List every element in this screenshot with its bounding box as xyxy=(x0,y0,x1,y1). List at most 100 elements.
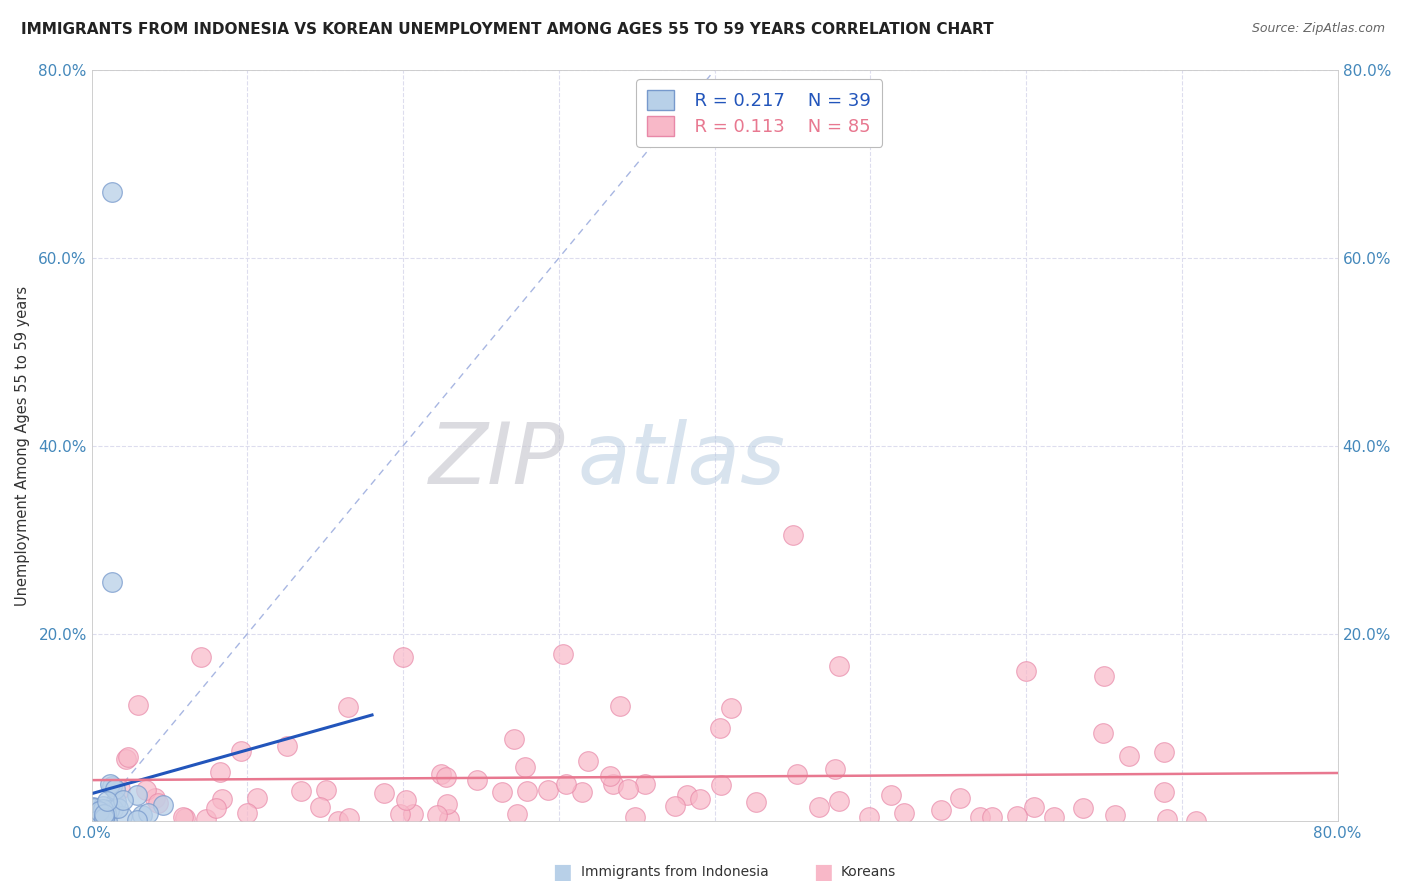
Point xyxy=(689,792,711,806)
Point xyxy=(602,777,624,791)
Point xyxy=(127,698,149,713)
Text: ■: ■ xyxy=(813,863,832,882)
Point xyxy=(82,800,104,814)
Point xyxy=(931,803,953,817)
Point xyxy=(131,808,153,822)
Point xyxy=(96,814,118,829)
Point xyxy=(96,794,118,808)
Point xyxy=(125,814,148,828)
Point xyxy=(86,807,108,822)
Text: ■: ■ xyxy=(553,863,572,882)
Point xyxy=(337,700,360,714)
Point xyxy=(235,805,257,820)
Point xyxy=(146,796,169,810)
Point xyxy=(104,794,127,808)
Text: ZIP: ZIP xyxy=(429,419,565,502)
Point xyxy=(125,788,148,802)
Point xyxy=(1005,809,1028,823)
Point xyxy=(782,528,804,542)
Point xyxy=(94,810,117,824)
Point xyxy=(389,807,412,822)
Point xyxy=(858,810,880,824)
Point xyxy=(172,810,194,824)
Point xyxy=(101,185,124,199)
Point xyxy=(93,810,115,824)
Point xyxy=(104,781,127,796)
Point xyxy=(786,767,808,781)
Point xyxy=(107,801,129,815)
Y-axis label: Unemployment Among Ages 55 to 59 years: Unemployment Among Ages 55 to 59 years xyxy=(15,285,30,606)
Point xyxy=(91,799,114,814)
Point xyxy=(893,806,915,821)
Point xyxy=(503,731,526,746)
Point xyxy=(89,805,111,819)
Point xyxy=(664,799,686,814)
Point xyxy=(617,782,640,797)
Point xyxy=(83,800,105,814)
Point xyxy=(624,810,647,824)
Point xyxy=(194,812,217,826)
Point xyxy=(1156,812,1178,826)
Point xyxy=(426,808,449,822)
Point xyxy=(82,808,104,822)
Point xyxy=(571,785,593,799)
Point xyxy=(205,800,228,814)
Point xyxy=(93,812,115,826)
Point xyxy=(93,807,115,822)
Point xyxy=(437,812,460,826)
Point xyxy=(211,791,233,805)
Point xyxy=(709,779,731,793)
Point xyxy=(82,811,104,825)
Point xyxy=(93,801,115,815)
Point xyxy=(827,794,849,808)
Point xyxy=(515,759,537,773)
Point xyxy=(276,739,298,753)
Point xyxy=(436,797,458,811)
Text: IMMIGRANTS FROM INDONESIA VS KOREAN UNEMPLOYMENT AMONG AGES 55 TO 59 YEARS CORRE: IMMIGRANTS FROM INDONESIA VS KOREAN UNEM… xyxy=(21,22,994,37)
Point xyxy=(1091,726,1114,740)
Point xyxy=(86,808,108,822)
Text: Source: ZipAtlas.com: Source: ZipAtlas.com xyxy=(1251,22,1385,36)
Point xyxy=(1104,807,1126,822)
Point xyxy=(434,770,457,784)
Point xyxy=(465,772,488,787)
Point xyxy=(111,809,134,823)
Point xyxy=(373,786,395,800)
Point xyxy=(1043,810,1066,824)
Point xyxy=(880,788,903,802)
Point xyxy=(326,814,349,828)
Point xyxy=(506,806,529,821)
Point xyxy=(84,812,107,826)
Point xyxy=(551,647,574,661)
Point xyxy=(111,793,134,807)
Point xyxy=(709,722,731,736)
Point xyxy=(720,700,742,714)
Point xyxy=(101,574,124,589)
Point xyxy=(599,769,621,783)
Text: Immigrants from Indonesia: Immigrants from Indonesia xyxy=(581,865,769,880)
Point xyxy=(578,755,600,769)
Point xyxy=(491,785,513,799)
Point xyxy=(84,814,107,828)
Point xyxy=(101,802,124,816)
Point xyxy=(981,810,1004,824)
Point xyxy=(634,777,657,791)
Point xyxy=(97,803,120,817)
Point xyxy=(1118,748,1140,763)
Point xyxy=(93,809,115,823)
Point xyxy=(1071,801,1094,815)
Point xyxy=(87,808,110,822)
Point xyxy=(1092,669,1115,683)
Point xyxy=(173,811,195,825)
Point xyxy=(824,762,846,776)
Point xyxy=(246,790,269,805)
Point xyxy=(969,809,991,823)
Point xyxy=(90,807,112,822)
Point xyxy=(1184,814,1206,829)
Point xyxy=(1015,664,1038,678)
Point xyxy=(117,749,139,764)
Point xyxy=(93,805,115,819)
Point xyxy=(609,699,631,714)
Point xyxy=(808,799,831,814)
Point xyxy=(208,765,231,780)
